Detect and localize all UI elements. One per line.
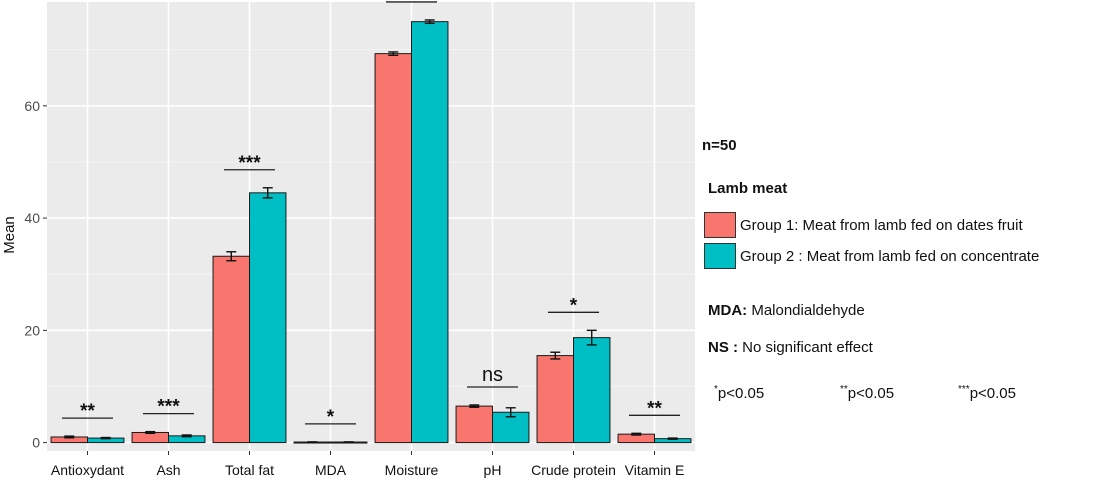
pvalue-note-1: *p<0.05 bbox=[714, 384, 765, 402]
error-bar-1 bbox=[145, 430, 156, 435]
pvalue-note-2: **p<0.05 bbox=[840, 384, 895, 402]
significance-label: *** bbox=[157, 397, 180, 418]
bar-2 bbox=[411, 21, 449, 444]
x-tick-label: Crude protein bbox=[531, 462, 616, 478]
bar-2 bbox=[249, 192, 287, 444]
ns-note: NS : No significant effect bbox=[708, 339, 873, 356]
y-tick-label: 60 bbox=[24, 98, 40, 114]
error-bar-2 bbox=[586, 329, 597, 346]
x-tick-label: pH bbox=[484, 462, 502, 478]
error-bar-2 bbox=[667, 437, 678, 440]
significance-label: ** bbox=[80, 401, 95, 422]
significance-label: ns bbox=[482, 364, 503, 386]
error-bar-2 bbox=[181, 434, 192, 438]
significance-label: ** bbox=[647, 398, 662, 419]
error-bar-1 bbox=[64, 435, 75, 439]
error-bar-2 bbox=[505, 407, 516, 418]
x-tick-label: Ash bbox=[156, 462, 180, 478]
error-bar-2 bbox=[262, 187, 273, 199]
ns-key: NS : bbox=[708, 339, 738, 356]
error-bar-2 bbox=[100, 436, 111, 440]
y-tick-label: 40 bbox=[24, 210, 40, 226]
legend: n=50 Lamb meat Group 1: Meat from lamb f… bbox=[702, 0, 1102, 484]
significance-label: * bbox=[570, 295, 578, 316]
significance-label: *** bbox=[238, 153, 261, 174]
significance-label: * bbox=[327, 407, 335, 428]
legend-label-group2: Group 2 : Meat from lamb fed on concentr… bbox=[740, 248, 1040, 265]
x-tick-label: Moisture bbox=[385, 462, 439, 478]
legend-label-group1: Group 1: Meat from lamb fed on dates fru… bbox=[740, 217, 1023, 234]
error-bar-1 bbox=[631, 432, 642, 436]
y-axis-label: Mean bbox=[1, 216, 18, 254]
error-bar-1 bbox=[550, 351, 561, 360]
x-tick-label: Antioxydant bbox=[51, 462, 124, 478]
bar-2 bbox=[573, 337, 611, 444]
pvalue-note-3: ***p<0.05 bbox=[958, 384, 1016, 402]
bar-1 bbox=[455, 405, 493, 444]
bar-1 bbox=[374, 53, 412, 444]
error-bar-1 bbox=[469, 404, 480, 408]
mda-note: MDA: Malondialdehyde bbox=[708, 302, 865, 319]
x-tick-label: Total fat bbox=[225, 462, 274, 478]
sample-size-label: n=50 bbox=[702, 137, 737, 154]
legend-key-group2 bbox=[704, 243, 736, 269]
bar-chart: ************ns*** 0204060AntioxydantAshT… bbox=[1, 0, 695, 478]
legend-title: Lamb meat bbox=[708, 180, 788, 197]
x-tick-label: Vitamin E bbox=[625, 462, 685, 478]
y-tick-label: 0 bbox=[32, 435, 40, 451]
significance-label: *** bbox=[400, 0, 423, 6]
bar-1 bbox=[212, 255, 251, 444]
legend-key-group1 bbox=[704, 212, 736, 238]
mda-text: Malondialdehyde bbox=[747, 302, 865, 319]
mda-key: MDA: bbox=[708, 302, 748, 319]
bar-1 bbox=[536, 355, 574, 444]
ns-text: No significant effect bbox=[738, 339, 873, 356]
error-bar-1 bbox=[226, 251, 237, 262]
x-tick-label: MDA bbox=[315, 462, 347, 478]
error-bar-1 bbox=[388, 51, 399, 57]
bar-2 bbox=[492, 411, 530, 444]
error-bar-2 bbox=[424, 19, 435, 25]
y-tick-label: 20 bbox=[24, 322, 40, 338]
